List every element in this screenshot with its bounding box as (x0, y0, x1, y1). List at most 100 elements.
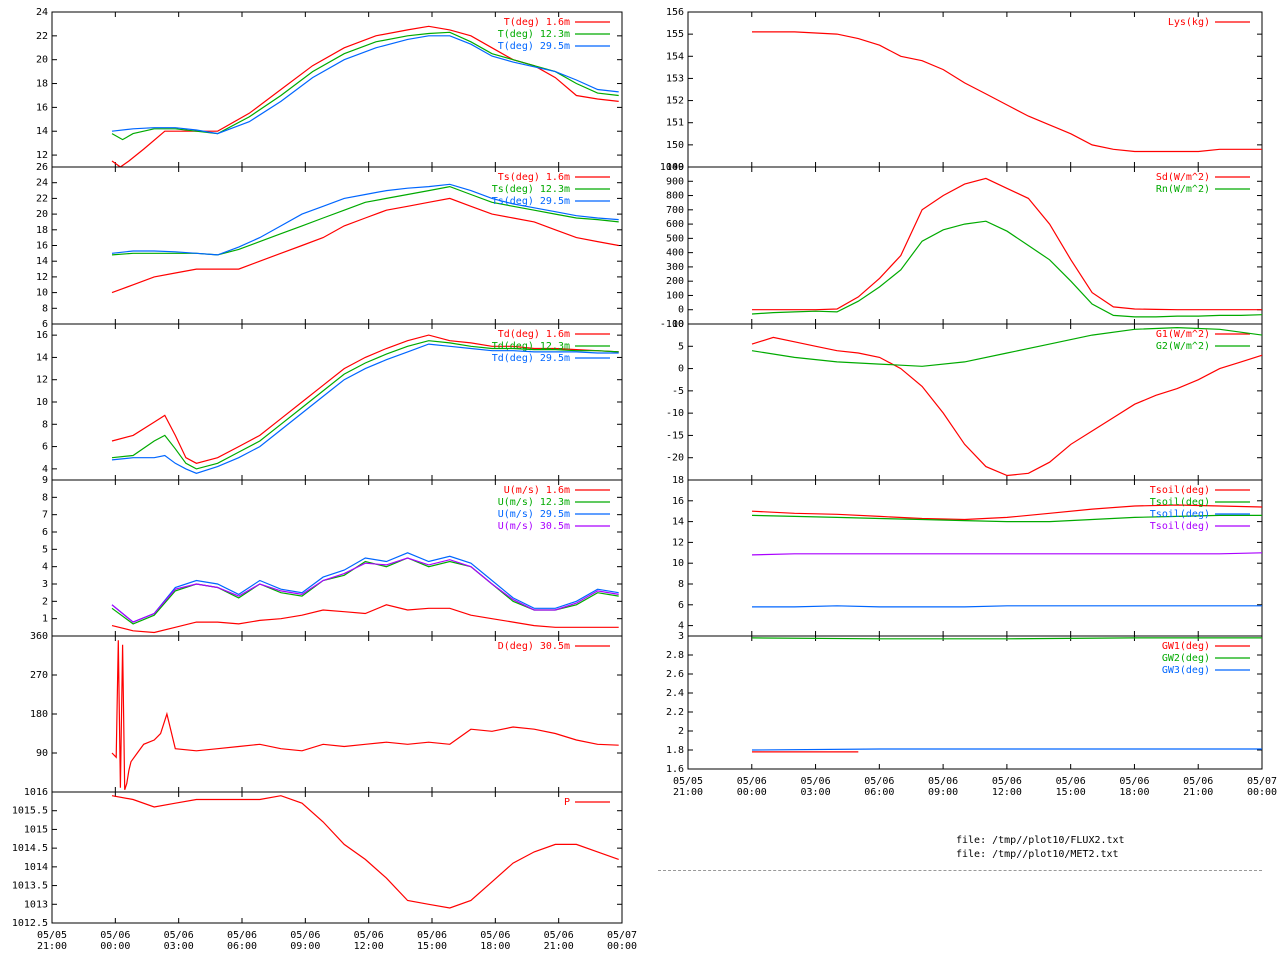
x-tick-label: 05/06 (480, 930, 510, 941)
x-tick-label: 03:00 (164, 941, 194, 952)
y-tick-label: 10 (36, 288, 48, 299)
legend-label: T(deg) 12.3m (498, 29, 570, 40)
x-tick-label: 18:00 (480, 941, 510, 952)
panel-frame (687, 11, 1263, 168)
x-tick-label: 00:00 (737, 787, 767, 798)
legend-label: GW3(deg) (1162, 665, 1210, 676)
y-tick-label: 1014 (24, 862, 48, 873)
legend-label: GW2(deg) (1162, 653, 1210, 664)
series-line-g-0 (751, 336, 1262, 477)
y-tick-label: 10 (36, 397, 48, 408)
legend-label: Td(deg) 29.5m (492, 353, 570, 364)
x-tick-label: 05/06 (928, 776, 958, 787)
y-tick-label: 4 (42, 562, 48, 573)
y-tick-label: 7 (42, 510, 48, 521)
x-tick-label: 06:00 (227, 941, 257, 952)
y-tick-label: 6 (42, 527, 48, 538)
panel-g: -20 -15 -10 -5 0 5 10 G1(W/m^2)G2(W/m^2) (666, 319, 1263, 481)
x-tick-label: 05/06 (801, 776, 831, 787)
legend-label: Tsoil(deg) (1150, 485, 1210, 496)
x-tick-label: 21:00 (673, 787, 703, 798)
series-line-u-2 (111, 552, 619, 623)
y-tick-label: -15 (666, 430, 684, 441)
y-tick-label: 700 (666, 205, 684, 216)
y-tick-label: 1012.5 (12, 918, 48, 929)
y-tick-label: 6 (42, 319, 48, 330)
y-tick-label: 3 (678, 631, 684, 642)
y-tick-label: 1015.5 (12, 806, 48, 817)
x-tick-label: 05/05 (673, 776, 703, 787)
legend-label: Ts(deg) 1.6m (498, 172, 570, 183)
panel-sd: -100 0 100 200 300 400 500 600 700 800 900 1000 Sd(W… (660, 162, 1263, 330)
y-tick-label: 2.8 (666, 650, 684, 661)
file-line-flux: file: /tmp//plot10/FLUX2.txt (956, 835, 1125, 846)
series-line-g-1 (751, 326, 1262, 367)
y-tick-label: 1015 (24, 824, 48, 835)
y-tick-label: 5 (678, 341, 684, 352)
panel-lys: 149 150 151 152 153 154 155 156 Lys(kg) (666, 7, 1263, 173)
y-tick-label: 18 (672, 475, 684, 486)
series-line-tsoil-0 (751, 504, 1262, 521)
y-tick-label: 12 (36, 272, 48, 283)
x-tick-label: 05/06 (227, 930, 257, 941)
x-tick-label: 05/06 (1119, 776, 1149, 787)
file-line-met: file: /tmp//plot10/MET2.txt (956, 849, 1119, 860)
y-tick-label: 1013 (24, 899, 48, 910)
panel-frame (687, 635, 1263, 770)
legend-label: Rn(W/m^2) (1156, 184, 1210, 195)
x-tick-label: 05/06 (417, 930, 447, 941)
panel-t: 12 14 16 18 20 22 24 T(deg) 1.6mT(deg) 12.3mT(d… (36, 7, 623, 168)
y-tick-label: 18 (36, 79, 48, 90)
series-line-t-0 (111, 25, 619, 167)
y-tick-label: 4 (42, 464, 48, 475)
panel-frame (51, 635, 623, 793)
y-tick-label: 149 (666, 162, 684, 173)
legend-label: G2(W/m^2) (1156, 341, 1210, 352)
y-tick-label: 14 (36, 352, 48, 363)
x-tick-label: 15:00 (417, 941, 447, 952)
y-tick-label: 9 (42, 475, 48, 486)
y-tick-label: 156 (666, 7, 684, 18)
legend-label: U(m/s) 29.5m (498, 509, 570, 520)
legend-label: Td(deg) 1.6m (498, 329, 570, 340)
y-tick-label: 154 (666, 51, 684, 62)
series-line-t-1 (111, 31, 619, 141)
x-tick-label: 05/06 (354, 930, 384, 941)
y-tick-label: 180 (30, 709, 48, 720)
panel-u: 1 2 3 4 5 6 7 8 9 U(m/s) 1.6mU(m/s) 12.3mU(m/s) 2… (42, 475, 623, 637)
y-tick-label: 16 (36, 241, 48, 252)
y-tick-label: 6 (678, 600, 684, 611)
y-tick-label: 8 (42, 419, 48, 430)
y-tick-label: 22 (36, 31, 48, 42)
series-line-tsoil-1 (751, 514, 1262, 523)
legend-label: GW1(deg) (1162, 641, 1210, 652)
x-tick-label: 05/06 (100, 930, 130, 941)
legend-label: Td(deg) 12.3m (492, 341, 570, 352)
series-line-td-1 (111, 340, 619, 470)
y-tick-label: 1000 (660, 162, 684, 173)
y-tick-label: 2.4 (666, 688, 684, 699)
y-tick-label: 800 (666, 191, 684, 202)
file-info: file: /tmp//plot10/FLUX2.txt file: /tmp/… (956, 834, 1125, 862)
y-tick-label: -5 (672, 386, 684, 397)
x-tick-label: 09:00 (290, 941, 320, 952)
legend-label: Tsoil(deg) (1150, 509, 1210, 520)
legend-label: Sd(W/m^2) (1156, 172, 1210, 183)
y-tick-label: 200 (666, 276, 684, 287)
x-tick-label: 15:00 (1056, 787, 1086, 798)
y-tick-label: 0 (678, 364, 684, 375)
panel-p: 1012.5 1013 1013.5 1014 1014.5 1015 1015.5 1016… (12, 787, 623, 929)
y-tick-label: -10 (666, 408, 684, 419)
y-tick-label: 1.8 (666, 745, 684, 756)
legend-label: T(deg) 1.6m (504, 17, 570, 28)
series-line-tsoil-2 (752, 605, 1262, 608)
y-tick-label: 270 (30, 670, 48, 681)
y-tick-label: 24 (36, 7, 48, 18)
legend-label: G1(W/m^2) (1156, 329, 1210, 340)
y-tick-label: 100 (666, 290, 684, 301)
series-line-u-0 (111, 604, 619, 634)
panel-gw: 1.6 1.8 2 2.2 2.4 2.6 2.8 3 GW1(deg)GW2(deg)GW3(… (666, 631, 1263, 775)
y-tick-label: 360 (30, 631, 48, 642)
x-tick-label: 06:00 (864, 787, 894, 798)
